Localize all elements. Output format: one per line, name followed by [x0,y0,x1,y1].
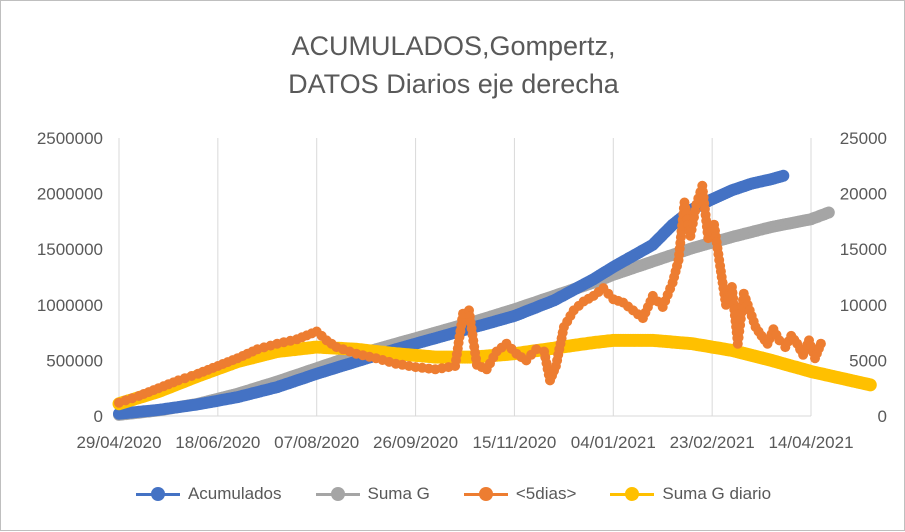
legend-label-suma-g: Suma G [367,484,430,503]
series-layer [112,169,877,421]
series-5dias [114,180,826,408]
legend: Acumulados Suma G <5dias> Suma G diario [1,482,905,506]
data-point-suma-g [822,206,835,219]
y-right-tick-label: 25000 [840,129,887,148]
chart-title-line1: ACUMULADOS,Gompertz, [291,31,616,61]
legend-marker-acumulados [135,487,180,501]
y-right-tick-label: 5000 [849,351,887,370]
grid-lines [118,138,812,416]
legend-label-suma-g-diario: Suma G diario [662,484,772,503]
tick-labels: 29/04/2020 18/06/2020 07/08/2020 26/09/2020… [37,129,887,452]
y-right-tick-label: 0 [878,407,887,426]
legend-item-5dias: <5dias> [463,484,577,504]
x-tick-label: 26/09/2020 [373,433,458,452]
y-left-tick-label: 2000000 [37,185,103,204]
y-right-tick-label: 10000 [840,296,887,315]
legend-item-acumulados: Acumulados [135,484,282,504]
x-tick-label: 04/01/2021 [571,433,656,452]
legend-item-suma-g: Suma G [315,484,430,504]
y-left-tick-label: 500000 [46,351,103,370]
legend-label-5dias: <5dias> [515,484,577,503]
legend-marker-suma-g [315,487,360,501]
data-point-5dias [815,338,826,349]
data-point-suma-g-diario [863,378,877,392]
y-right-tick-label: 20000 [840,185,887,204]
data-point-acumulados [777,169,790,182]
x-tick-label: 14/04/2021 [768,433,853,452]
x-tick-label: 15/11/2020 [473,433,557,452]
legend-item-suma-g-diario: Suma G diario [610,484,771,504]
y-left-tick-label: 0 [94,407,103,426]
x-tick-label: 18/06/2020 [175,433,260,452]
x-tick-label: 23/02/2021 [670,433,755,452]
x-tick-label: 29/04/2020 [76,433,161,452]
data-point-5dias [531,344,542,355]
y-right-tick-label: 15000 [840,240,887,259]
data-point-5dias [774,335,785,346]
x-tick-label: 07/08/2020 [274,433,359,452]
legend-label-acumulados: Acumulados [187,484,282,503]
y-left-tick-label: 1000000 [37,296,103,315]
legend-marker-suma-g-diario [610,487,655,501]
chart-title-line2: DATOS Diarios eje derecha [288,69,619,99]
y-left-tick-label: 1500000 [37,240,103,259]
chart-title: ACUMULADOS,Gompertz, DATOS Diarios eje d… [1,27,905,103]
legend-marker-5dias [463,487,508,501]
y-left-tick-label: 2500000 [37,129,103,148]
